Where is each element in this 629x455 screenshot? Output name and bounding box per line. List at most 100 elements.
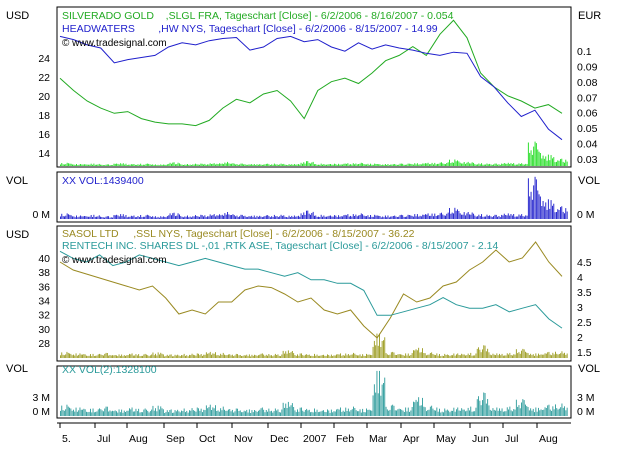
p1-vol-bar-184 — [306, 161, 307, 166]
p3-vol-bar-282 — [427, 354, 429, 358]
p1-vol-bar-167 — [283, 163, 285, 166]
p4-bar-280 — [424, 407, 426, 416]
p4-bar-108 — [200, 408, 202, 416]
p4-bar-251 — [386, 409, 388, 416]
p2-bar-261 — [408, 215, 410, 219]
p1-vol-bar-327 — [497, 164, 499, 166]
p2-bar-55 — [133, 215, 135, 219]
p3-vol-bar-185 — [301, 353, 302, 358]
p2-bar-63 — [144, 216, 146, 219]
p3-vol-bar-169 — [280, 356, 281, 358]
p1-vol-bar-17 — [82, 164, 84, 166]
p2-bar-273 — [425, 214, 426, 219]
p4-bar-245 — [379, 370, 380, 416]
p3-vol-bar-123 — [220, 353, 222, 358]
p4-bar-286 — [432, 408, 434, 416]
p2-bar-341 — [515, 216, 517, 219]
p3-vol-bar-29 — [97, 354, 99, 358]
p3-vol-bar-351 — [517, 353, 519, 358]
p3-vol-bar-365 — [535, 353, 537, 358]
p2-bar-251 — [395, 216, 397, 219]
p4-bar-82 — [166, 410, 168, 416]
p3-vol-bar-259 — [397, 354, 399, 358]
p3-vol-bar-200 — [320, 355, 322, 358]
p1-vol-bar-341 — [515, 164, 517, 166]
p4-bar-106 — [198, 408, 199, 416]
p2-bar-33 — [104, 217, 106, 219]
p4-left-tick-1: 0 M — [32, 406, 50, 418]
p4-bar-182 — [297, 409, 298, 416]
p4-bar-195 — [314, 408, 315, 416]
p3-vol-bar-337 — [499, 353, 500, 358]
p2-bar-189 — [312, 211, 314, 219]
p4-bar-83 — [168, 412, 169, 416]
p2-bar-220 — [354, 216, 356, 219]
p2-bar-336 — [509, 215, 511, 219]
p3-vol-bar-118 — [213, 353, 215, 358]
p1-vol-bar-30 — [100, 164, 102, 166]
p1-vol-bar-356 — [535, 143, 537, 166]
p3-vol-bar-165 — [274, 353, 276, 358]
p2-bar-361 — [542, 201, 544, 219]
p1-vol-bar-378 — [565, 159, 567, 166]
p4-bar-368 — [539, 410, 541, 416]
p1-vol-bar-346 — [522, 164, 524, 166]
p4-bar-210 — [333, 411, 335, 416]
p3-vol-bar-293 — [441, 355, 443, 358]
p1-vol-bar-297 — [457, 160, 458, 166]
p1-vol-bar-207 — [336, 164, 338, 166]
p3-vol-bar-204 — [325, 355, 327, 358]
p2-bar-338 — [511, 215, 513, 219]
p3-vol-bar-328 — [487, 348, 489, 358]
p1-vol-bar-224 — [359, 163, 361, 166]
panel4-right-axis-label: VOL — [578, 363, 600, 375]
p1-vol-bar-277 — [430, 164, 432, 166]
p4-bar-218 — [344, 411, 345, 416]
p4-bar-12 — [75, 407, 77, 416]
p4-bar-387 — [564, 406, 565, 416]
p2-bar-37 — [109, 217, 111, 219]
p4-bar-244 — [377, 393, 379, 416]
p3-vol-bar-381 — [556, 353, 558, 358]
p2-bar-145 — [253, 215, 255, 219]
p1-vol-bar-300 — [461, 163, 463, 166]
p2-bar-198 — [324, 216, 326, 219]
p4-bar-190 — [307, 410, 309, 416]
p1-vol-bar-218 — [351, 164, 353, 166]
p2-bar-106 — [201, 215, 203, 219]
p2-bar-264 — [412, 216, 414, 219]
p1-vol-bar-34 — [105, 164, 107, 166]
p1-vol-bar-168 — [284, 164, 286, 166]
p1-vol-bar-3 — [64, 164, 65, 166]
p4-bar-357 — [525, 404, 526, 416]
p3-vol-bar-371 — [543, 354, 545, 358]
p1-vol-bar-201 — [328, 164, 330, 166]
p3-vol-bar-385 — [561, 351, 563, 358]
p1-vol-bar-90 — [180, 164, 182, 166]
p2-bar-287 — [443, 215, 445, 219]
p4-bar-224 — [351, 409, 353, 416]
p3-vol-bar-262 — [401, 354, 403, 358]
p3-vol-bar-116 — [211, 354, 212, 358]
p3-vol-bar-271 — [413, 350, 414, 358]
p3-vol-bar-61 — [139, 356, 141, 358]
p1-vol-bar-274 — [426, 163, 428, 166]
p2-bar-295 — [454, 207, 456, 220]
p4-bar-347 — [512, 411, 513, 416]
p4-bar-73 — [155, 408, 156, 416]
p3-vol-bar-112 — [205, 352, 207, 358]
p3-vol-bar-317 — [472, 355, 474, 358]
p1-vol-bar-255 — [400, 163, 402, 166]
p2-bar-23 — [90, 215, 92, 219]
p1-vol-bar-50 — [126, 165, 128, 166]
p3-vol-bar-356 — [523, 349, 525, 358]
p1-vol-bar-96 — [188, 164, 190, 166]
p2-bar-216 — [348, 216, 350, 219]
p3-vol-bar-284 — [429, 353, 431, 358]
p3-vol-bar-314 — [469, 355, 470, 358]
p4-bar-266 — [406, 411, 408, 416]
p2-bar-71 — [154, 216, 156, 219]
p2-bar-185 — [307, 210, 309, 219]
p3-vol-bar-49 — [123, 355, 125, 358]
p2-bar-21 — [88, 216, 90, 219]
